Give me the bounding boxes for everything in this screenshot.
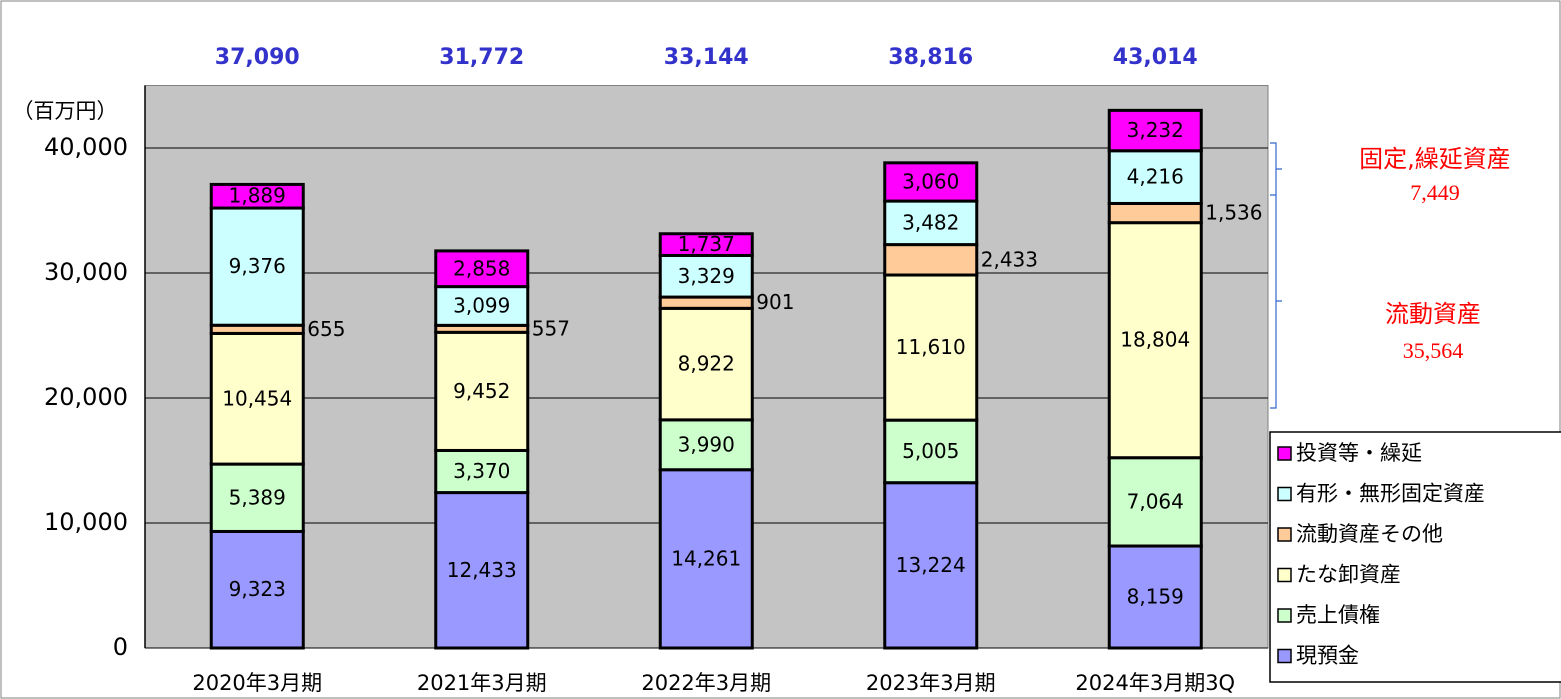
data-label: 5,005	[902, 439, 959, 463]
data-label: 8,159	[1127, 585, 1184, 609]
bar-segment	[658, 232, 754, 257]
legend-swatch	[1277, 567, 1292, 583]
legend-label: 流動資産その他	[1296, 522, 1443, 546]
legend-label: 現預金	[1296, 644, 1359, 668]
data-label: 3,482	[902, 210, 959, 234]
bar-segment	[658, 418, 754, 472]
data-label: 557	[532, 316, 570, 340]
bar-segment	[883, 273, 979, 422]
data-label: 13,224	[896, 553, 966, 577]
bar-segment	[1107, 456, 1203, 548]
data-label: 2,858	[453, 256, 510, 280]
legend-swatch	[1277, 608, 1292, 623]
bar-segment	[658, 306, 754, 422]
data-label: 9,323	[229, 577, 286, 601]
legend-box	[1269, 431, 1561, 683]
data-label: 5,389	[229, 485, 286, 509]
bar-segment	[209, 529, 305, 650]
data-label: 9,376	[229, 254, 286, 278]
total-label: 33,144	[664, 45, 749, 70]
legend-label: たな卸資産	[1296, 563, 1401, 587]
y-tick-label: 40,000	[44, 133, 128, 161]
y-tick-label: 10,000	[44, 508, 128, 536]
data-label: 3,370	[453, 459, 510, 483]
data-label: 18,804	[1120, 328, 1190, 352]
brace	[1270, 142, 1282, 409]
annotation: 固定,繰延資産	[1359, 145, 1511, 173]
x-tick-label: 2024年3月期3Q	[1075, 671, 1235, 695]
total-label: 31,772	[439, 45, 524, 70]
bar-segment	[1107, 544, 1203, 650]
bar-segment	[658, 295, 754, 310]
y-tick-label: 0	[113, 633, 128, 661]
legend-label: 投資等・繰延	[1296, 441, 1422, 465]
data-label: 1,536	[1205, 201, 1262, 225]
data-label: 12,433	[447, 558, 517, 582]
y-tick-label: 20,000	[44, 383, 128, 411]
data-label: 3,060	[902, 169, 959, 193]
data-label: 3,099	[453, 293, 510, 317]
bar-segment	[883, 161, 979, 203]
data-label: 2,433	[981, 247, 1038, 271]
data-label: 10,454	[222, 386, 292, 410]
x-tick-label: 2023年3月期	[866, 671, 996, 695]
x-tick-label: 2020年3月期	[192, 671, 322, 695]
data-label: 1,889	[229, 184, 286, 208]
legend-swatch	[1277, 486, 1292, 502]
bar-segment	[883, 199, 979, 247]
data-label: 8,922	[678, 352, 735, 376]
legend-swatch	[1277, 527, 1292, 542]
y-axis-label: （百万円）	[13, 99, 118, 123]
legend-swatch	[1277, 446, 1292, 461]
data-label: 3,990	[678, 432, 735, 456]
bar-segment	[1107, 221, 1203, 460]
data-label: 1,737	[678, 232, 735, 256]
data-label: 14,261	[671, 546, 741, 570]
legend-swatch	[1277, 648, 1292, 664]
x-tick-label: 2022年3月期	[641, 671, 771, 695]
data-label: 901	[756, 290, 794, 314]
bar-segment	[1107, 201, 1203, 225]
data-label: 3,232	[1127, 118, 1184, 142]
data-label: 11,610	[896, 335, 966, 359]
legend-label: 売上債権	[1296, 603, 1380, 627]
y-tick-label: 30,000	[44, 258, 128, 286]
data-label: 3,329	[678, 264, 735, 288]
bar-segment	[883, 481, 979, 650]
x-tick-label: 2021年3月期	[417, 671, 547, 695]
annotation: 流動資産	[1385, 300, 1481, 328]
bar-segment	[1107, 108, 1203, 153]
bar-segment	[209, 182, 305, 210]
total-label: 37,090	[215, 45, 300, 70]
annotation-value: 35,564	[1403, 338, 1464, 363]
bar-segment	[209, 331, 305, 466]
total-label: 38,816	[888, 45, 973, 70]
annotation-value: 7,449	[1410, 180, 1460, 205]
total-label: 43,014	[1113, 45, 1198, 70]
data-label: 4,216	[1127, 165, 1184, 189]
data-label: 7,064	[1127, 489, 1184, 513]
bar-segment	[434, 249, 530, 289]
legend-label: 有形・無形固定資産	[1296, 482, 1485, 506]
data-label: 655	[307, 317, 345, 341]
data-label: 9,452	[453, 379, 510, 403]
bar-segment	[883, 243, 979, 277]
